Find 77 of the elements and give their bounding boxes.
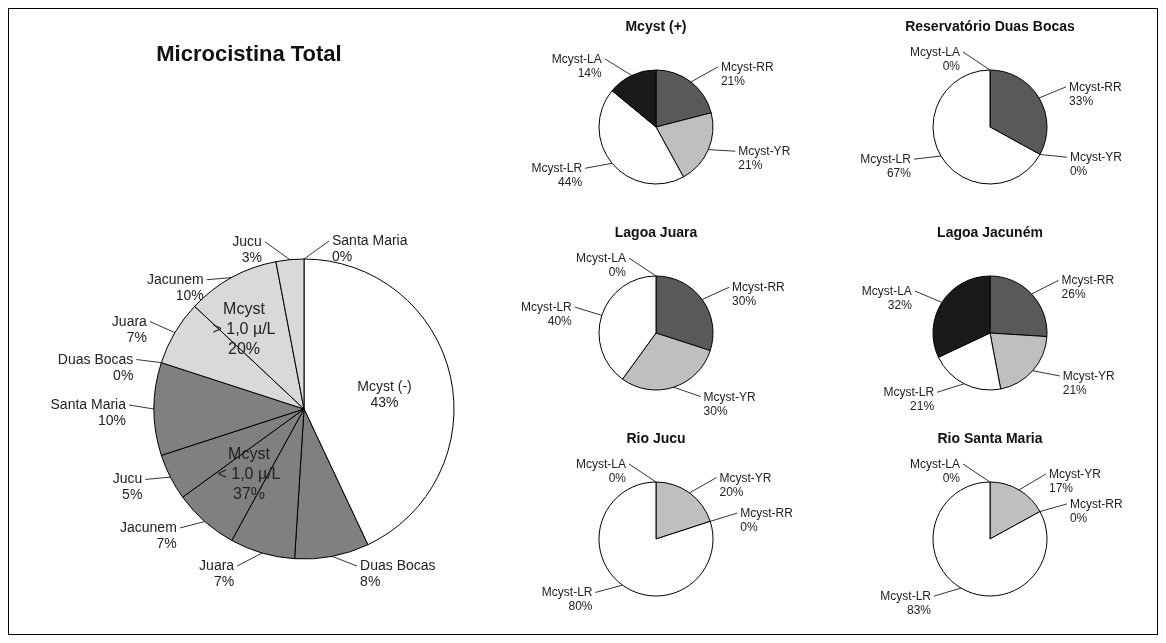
slice-label: Duas Bocas — [360, 557, 436, 574]
slice-label: Mcyst-LR — [521, 300, 573, 315]
text: 0% — [1069, 510, 1088, 525]
slice-label: Jacunem — [119, 519, 177, 536]
slice-label: Mcyst-YR — [1049, 466, 1102, 481]
slice-label: Juara — [199, 557, 235, 574]
data-label: 30% — [703, 403, 728, 418]
text: 0% — [942, 471, 960, 485]
data-label: 5% — [122, 486, 143, 503]
data-label: 83% — [906, 603, 932, 618]
data-label: 7% — [213, 573, 235, 590]
slice-label: Mcyst-YR — [1062, 368, 1116, 383]
data-label: 67% — [886, 166, 912, 181]
data-label: 21% — [910, 399, 935, 414]
data-label: 32% — [887, 297, 913, 312]
slice-label: Mcyst-LR — [880, 589, 932, 604]
slice-label: Mcyst-RR — [720, 59, 774, 74]
data-label: 7% — [126, 328, 147, 345]
data-label: 26% — [1061, 287, 1086, 302]
data-label: 80% — [568, 599, 593, 614]
data-label: 33% — [1069, 93, 1094, 108]
text: 0% — [740, 520, 758, 535]
chart-title: Reservatório Duas Bocas — [905, 18, 1076, 34]
data-label: 20% — [719, 484, 744, 499]
slice-label: Mcyst (-) — [357, 378, 412, 394]
slice-label: Mcyst-LR — [531, 161, 583, 176]
chart-title: Microcistina Total — [156, 41, 342, 66]
data-label: 40% — [547, 314, 573, 329]
data-label: 7% — [156, 535, 177, 552]
slice-label: Mcyst-LA — [861, 283, 912, 298]
category-label: Mcyst-LA — [575, 251, 626, 265]
chart-title: Rio Jucu — [626, 430, 686, 446]
chart-title: Rio Santa Maria — [937, 430, 1043, 446]
text: 0% — [608, 265, 626, 279]
slice-label: Mcyst-YR — [719, 470, 772, 485]
data-label: 21% — [720, 73, 746, 88]
data-label: 10% — [175, 286, 204, 303]
slice-label: Mcyst-RR — [732, 280, 786, 295]
slice-label: Jacunem — [146, 270, 204, 287]
data-label: 21% — [1062, 382, 1088, 397]
slice-label: Jucu — [232, 232, 262, 249]
slice-label: Jucu — [112, 470, 143, 487]
slice-label: Mcyst-LR — [541, 585, 593, 600]
data-label: 21% — [738, 158, 763, 173]
chart-title: Mcyst (+) — [625, 18, 687, 34]
data-label: 3% — [241, 248, 262, 265]
slice-label: Mcyst-RR — [1069, 79, 1123, 94]
text: 0% — [942, 59, 960, 73]
text: 0% — [332, 248, 353, 264]
data-label: 14% — [577, 65, 603, 80]
slice-label: Santa Maria — [50, 396, 127, 412]
category-label: Mcyst-LA — [575, 457, 626, 471]
category-label: Mcyst-LA — [909, 45, 960, 59]
chart-title: Lagoa Jacuném — [937, 224, 1043, 240]
legend-label: Duas Bocas — [57, 350, 134, 367]
data-label: 8% — [360, 573, 381, 590]
text: 0% — [608, 471, 626, 485]
data-label: 43% — [370, 394, 399, 410]
legend-label: Mcyst-RR — [1069, 496, 1123, 511]
legend-label: Mcyst-YR — [1069, 150, 1123, 165]
legend-label: Mcyst-RR — [740, 506, 794, 521]
chart-title: Lagoa Juara — [614, 224, 698, 240]
slice-label: Mcyst-LR — [883, 385, 935, 400]
slice-label: Mcyst-YR — [738, 144, 791, 159]
text: 0% — [1069, 164, 1088, 179]
slice-label: Juara — [111, 312, 148, 329]
slice-label: Mcyst-LA — [551, 51, 602, 66]
category-label: Mcyst-LA — [909, 457, 960, 471]
text: 0% — [113, 366, 134, 383]
slice-label: Mcyst-LR — [860, 152, 912, 167]
category-label: Santa Maria — [332, 232, 408, 248]
data-label: 30% — [732, 294, 757, 309]
data-label: 17% — [1049, 480, 1074, 495]
data-label: 10% — [97, 412, 126, 428]
slice-label: Mcyst-YR — [703, 389, 756, 404]
data-label: 44% — [558, 175, 583, 190]
slice-label: Mcyst-RR — [1061, 273, 1115, 288]
